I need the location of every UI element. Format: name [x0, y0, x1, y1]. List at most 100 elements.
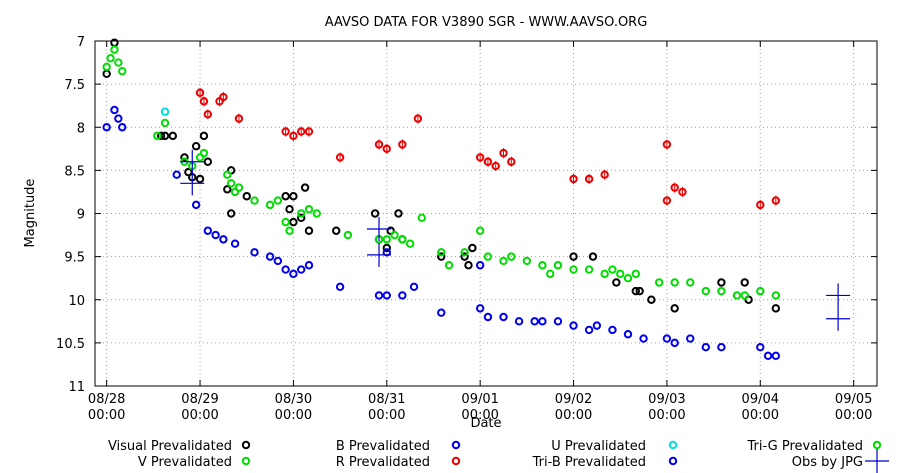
series-2 [102, 105, 781, 361]
data-point [553, 317, 563, 326]
data-point [296, 209, 306, 218]
x-tick-label: 00:00 [555, 408, 592, 423]
legend-marker [241, 440, 251, 450]
data-point [382, 144, 391, 154]
data-point [507, 157, 516, 166]
data-point [226, 179, 236, 188]
data-point [662, 334, 672, 343]
data-point [670, 278, 679, 287]
data-point [191, 142, 201, 151]
data-point [662, 140, 672, 149]
data-point [156, 131, 166, 141]
data-point [569, 265, 578, 274]
data-point [460, 252, 469, 261]
x-tick-label: 09/02 [555, 392, 592, 407]
data-point [102, 62, 111, 72]
data-point [600, 269, 609, 279]
y-tick-label: 7.5 [64, 78, 85, 93]
data-point [545, 269, 555, 279]
data-point [195, 88, 205, 97]
data-point [530, 317, 539, 326]
data-point [483, 157, 493, 166]
data-point [569, 174, 578, 184]
series-4 [160, 107, 170, 116]
data-point [335, 282, 345, 292]
data-point [631, 286, 640, 296]
data-point [499, 312, 508, 322]
legend-label: Visual Prevalidated [108, 439, 232, 454]
data-point [160, 131, 170, 141]
data-point [304, 127, 314, 136]
data-point [417, 213, 427, 223]
data-point [265, 200, 275, 210]
data-point [460, 248, 469, 257]
series-0 [102, 38, 781, 313]
data-point [300, 183, 310, 192]
data-point [281, 127, 290, 136]
x-tick-label: 09/01 [461, 392, 498, 407]
data-point [289, 269, 298, 279]
grid-lines [95, 41, 877, 386]
data-point [180, 149, 205, 174]
data-point [289, 217, 298, 227]
data-point [763, 351, 773, 361]
legend-marker [668, 440, 678, 450]
data-point [771, 351, 781, 361]
data-point [701, 342, 711, 352]
data-point [304, 261, 314, 270]
data-point [390, 230, 399, 240]
data-point [180, 153, 189, 162]
x-tick-label: 08/28 [88, 392, 125, 407]
data-point [413, 114, 423, 123]
data-point [114, 114, 123, 123]
y-tick-label: 7 [77, 35, 85, 50]
data-point [281, 192, 290, 201]
data-point [654, 278, 664, 287]
data-point [374, 291, 384, 300]
x-tick-label: 09/04 [742, 392, 779, 407]
x-tick-label: 08/29 [181, 392, 218, 407]
data-point [740, 278, 749, 287]
data-point [616, 269, 625, 279]
data-point [483, 312, 493, 322]
data-point [771, 196, 781, 205]
data-point [223, 185, 232, 194]
data-point [514, 317, 524, 326]
legend-marker [865, 449, 889, 473]
data-point [670, 183, 679, 192]
data-point [168, 131, 178, 141]
data-point [499, 256, 508, 266]
data-point [296, 127, 306, 136]
data-point [211, 230, 220, 240]
data-point [647, 295, 656, 304]
data-point [437, 248, 446, 257]
data-point [110, 105, 119, 115]
data-point [717, 342, 726, 352]
data-point [382, 243, 391, 253]
data-point [118, 66, 127, 76]
data-point [285, 226, 294, 235]
data-point [172, 170, 181, 179]
x-tick-label: 00:00 [461, 408, 498, 423]
y-tick-label: 9 [77, 208, 85, 223]
data-point [635, 286, 644, 296]
data-point [584, 174, 594, 184]
data-point [281, 265, 290, 274]
data-point [771, 304, 781, 313]
data-point [398, 291, 407, 300]
data-point [686, 278, 695, 287]
x-tick-label: 09/03 [648, 392, 685, 407]
legend-label: R Prevalidated [336, 455, 430, 470]
data-point [608, 265, 617, 274]
data-point [740, 291, 749, 300]
data-point [219, 92, 228, 102]
data-point [304, 204, 314, 214]
x-tick-label: 08/31 [368, 392, 405, 407]
data-point [584, 265, 594, 274]
data-point [398, 235, 407, 244]
x-tick-label: 00:00 [648, 408, 685, 423]
legend-label: Obs by JPG [792, 455, 863, 470]
y-tick-label: 11 [68, 380, 85, 395]
y-tick-label: 10.5 [56, 337, 85, 352]
